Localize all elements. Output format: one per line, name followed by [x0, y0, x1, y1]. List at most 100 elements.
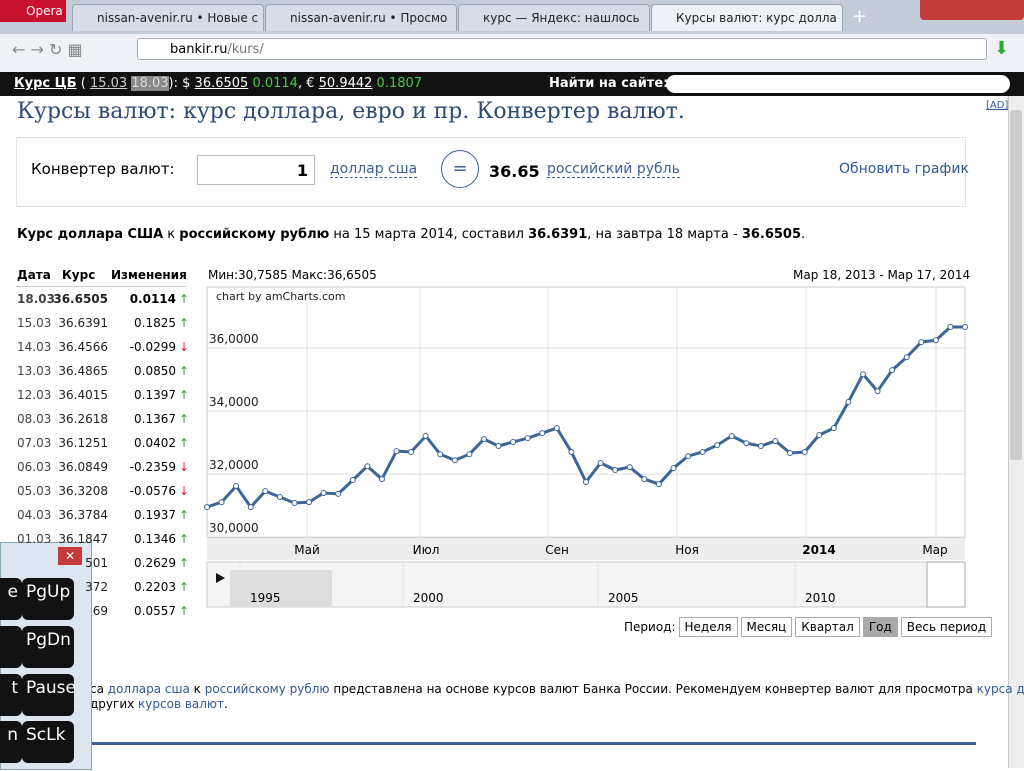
key[interactable]: n	[0, 721, 22, 763]
row-arrow: ↑	[179, 532, 190, 546]
ticker-usd-change: 0.0114	[252, 76, 298, 91]
data-point	[437, 451, 444, 458]
row-date: 08.03	[17, 412, 52, 426]
swap-button[interactable]: =	[441, 150, 479, 188]
table-header: Дата	[17, 268, 51, 282]
page-heading: Курсы валют: курс доллара, евро и пр. Ко…	[17, 99, 685, 124]
period-button[interactable]: Месяц	[740, 617, 793, 637]
summary-text: на 15 марта 2014, составил	[329, 227, 529, 242]
y-tick-label: 36,0000	[209, 332, 259, 346]
currency-to[interactable]: российский рубль	[547, 161, 680, 178]
period-button[interactable]: Год	[862, 617, 898, 637]
amount-input[interactable]: 1	[197, 155, 315, 185]
key[interactable]: t	[0, 674, 22, 716]
row-change: 0.2203	[134, 580, 176, 594]
footer-link[interactable]: доллара сша	[107, 682, 190, 696]
row-arrow: ↓	[179, 484, 190, 498]
key[interactable]: e	[0, 578, 22, 620]
footer-link[interactable]: российскому рублю	[204, 682, 330, 696]
row-rate: 36.4015	[58, 388, 108, 402]
data-point	[553, 425, 560, 432]
ticker-usd[interactable]: 36.6505	[194, 76, 249, 91]
refresh-link[interactable]: Обновить график	[839, 161, 969, 177]
row-change: 0.1367	[134, 412, 176, 426]
x-axis-band	[207, 538, 965, 560]
x-tick-label: Июл	[413, 543, 440, 557]
address-bar[interactable]: bankir.ru/kurs/	[137, 38, 987, 60]
tab[interactable]: nissan-avenir.ru • Новые с	[72, 4, 264, 31]
nav-buttons[interactable]: ← → ↻ ▦	[12, 40, 83, 59]
footer-text: к	[189, 682, 205, 696]
x-tick-label: Ноя	[675, 543, 699, 557]
converter-label: Конвертер валют:	[31, 160, 175, 178]
data-point	[291, 500, 298, 507]
row-change: -0.2359	[129, 460, 176, 474]
footer-text: са доллара сша к российскому рублю предс…	[90, 682, 1024, 696]
chart-max: Макс:36,6505	[291, 268, 377, 282]
ticker-date[interactable]: 15.03	[89, 76, 128, 91]
tab[interactable]: курс — Яндекс: нашлось	[458, 4, 650, 31]
x-tick-label: Май	[294, 543, 320, 557]
ad-link[interactable]: [AD]	[986, 100, 1009, 111]
data-point	[816, 432, 823, 439]
navigator[interactable]	[206, 561, 966, 608]
navigator-window[interactable]	[926, 561, 966, 608]
period-button[interactable]: Неделя	[678, 617, 738, 637]
chart-credit: chart by amCharts.com	[216, 290, 346, 303]
url-path: /kurs/	[227, 42, 264, 57]
data-point	[830, 425, 837, 432]
data-point	[204, 504, 210, 511]
data-point	[335, 490, 342, 497]
data-point	[859, 371, 866, 378]
scroll-thumb[interactable]	[1010, 110, 1022, 460]
row-change: 0.2629	[134, 556, 176, 570]
data-point	[539, 430, 546, 437]
play-button[interactable]	[216, 573, 225, 583]
row-arrow: ↑	[179, 412, 190, 426]
opera-button[interactable]: Opera	[0, 0, 66, 22]
row-date: 12.03	[17, 388, 52, 402]
tab[interactable]: nissan-avenir.ru • Просмо	[265, 4, 457, 31]
ticker-label[interactable]: Курс ЦБ	[14, 76, 77, 91]
new-tab[interactable]: +	[852, 6, 868, 27]
data-point	[787, 449, 794, 456]
row-date: 18.03	[17, 292, 55, 306]
period-button[interactable]: Весь период	[900, 617, 993, 637]
data-point	[889, 367, 896, 374]
download-icon[interactable]: ⬇	[994, 38, 1010, 59]
footer-link[interactable]: курсов валют	[138, 697, 225, 711]
search-input[interactable]	[666, 75, 1010, 93]
footer-text: других курсов валют.	[90, 697, 228, 711]
row-rate: 36.4566	[58, 340, 108, 354]
ticker-date[interactable]: 18.03	[131, 76, 169, 91]
data-point	[466, 451, 473, 458]
data-point	[699, 449, 706, 456]
window-controls[interactable]	[920, 0, 1024, 20]
navigator-label: 2000	[413, 591, 444, 605]
key[interactable]: PgDn	[22, 626, 74, 668]
key[interactable]	[0, 626, 22, 668]
key[interactable]: Pause	[22, 674, 76, 716]
key[interactable]: PgUp	[22, 578, 74, 620]
period-button[interactable]: Квартал	[795, 617, 860, 637]
data-point	[918, 339, 925, 346]
footer-link[interactable]: курса доллара	[976, 682, 1024, 696]
data-point	[364, 463, 371, 470]
data-point	[801, 449, 808, 456]
currency-from[interactable]: доллар сша	[330, 161, 418, 178]
tab[interactable]: Курсы валют: курс долла	[651, 4, 843, 31]
keyboard-close[interactable]: ✕	[58, 547, 82, 565]
row-arrow: ↑	[179, 604, 190, 618]
row-date: 04.03	[17, 508, 52, 522]
header-rule	[16, 286, 186, 287]
ticker-eur[interactable]: 50.9442	[318, 76, 373, 91]
summary-text: к	[163, 227, 180, 242]
row-change: 0.0114	[129, 292, 176, 306]
row-date: 14.03	[17, 340, 52, 354]
key[interactable]: ScLk	[22, 721, 74, 763]
row-rate: 36.4865	[58, 364, 108, 378]
row-arrow: ↑	[179, 436, 190, 450]
data-point	[233, 483, 240, 490]
row-rate: 36.2618	[58, 412, 108, 426]
